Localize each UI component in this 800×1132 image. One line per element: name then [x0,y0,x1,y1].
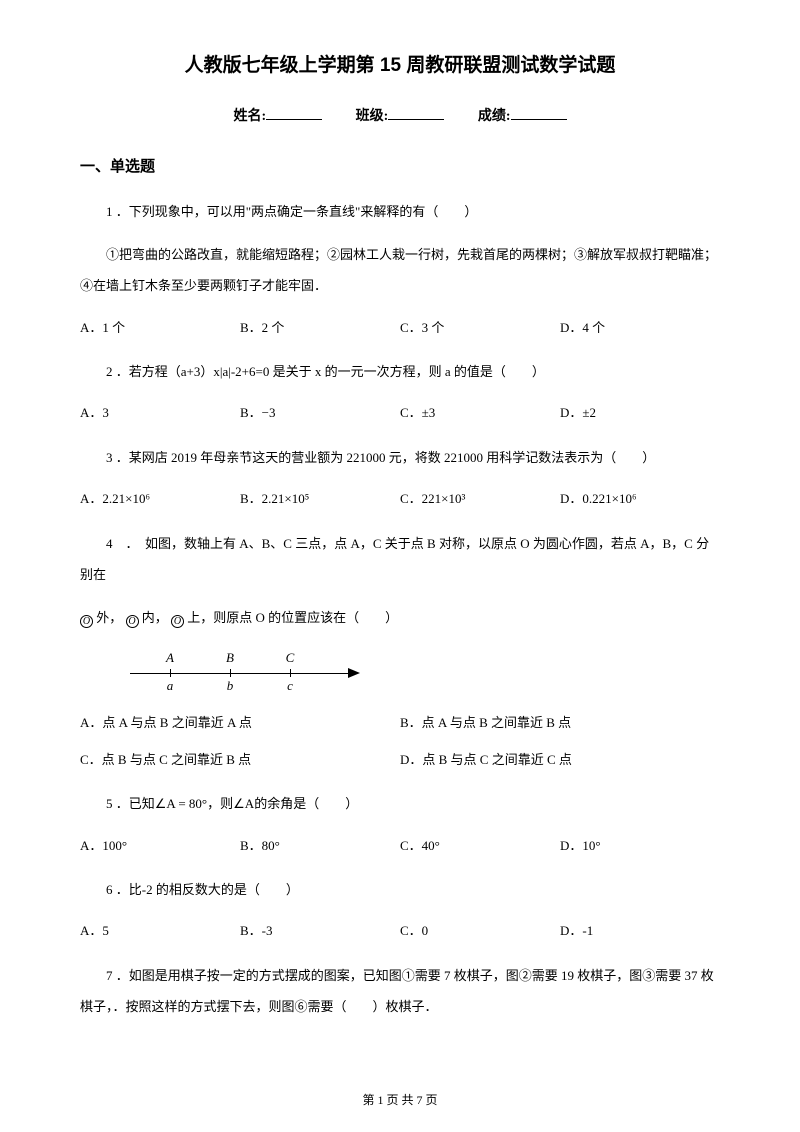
label-a: a [167,678,174,694]
score-label: 成绩: [478,109,511,124]
q4-opt-a: A．点 A 与点 B 之间靠近 A 点 [80,709,400,738]
q7-stem: 7 ．如图是用棋子按一定的方式摆成的图案，已知图①需要 7 枚棋子，图②需要 1… [80,960,720,1022]
q2-stem: 2 ．若方程（a+3）x|a|-2+6=0 是关于 x 的一元一次方程，则 a … [80,356,720,387]
q3-opt-a: A．2.21×10⁶ [80,485,240,514]
q6-options: A．5 B．-3 C．0 D．-1 [80,917,720,946]
circle-o-icon: O [126,615,139,628]
q2-opt-b: B．−3 [240,399,400,428]
score-blank [511,119,567,120]
q5-math1: ∠A = 80° [155,796,207,811]
q4-stem-line2: O 外， O 内， O 上，则原点 O 的位置应该在（ ） [80,602,720,633]
q6-opt-c: C．0 [400,917,560,946]
q4-on: 上，则原点 O 的位置应该在 [187,610,346,625]
q1-stem: 1 ．下列现象中，可以用"两点确定一条直线"来解释的有（ ） [80,196,720,227]
q4-inside: 内， [142,610,168,625]
q3-opt-d: D．0.221×10⁶ [560,485,720,514]
q5-mid: ，则 [207,796,233,811]
number-line-axis [130,673,350,674]
label-B: B [226,650,234,666]
circle-o-icon: O [171,615,184,628]
tick-a [170,669,171,677]
class-blank [388,119,444,120]
tick-c [290,669,291,677]
q2-opt-c: C．±3 [400,399,560,428]
circle-o-icon: O [80,615,93,628]
q3-stem: 3 ．某网店 2019 年母亲节这天的营业额为 221000 元，将数 2210… [80,442,720,473]
label-A: A [166,650,174,666]
q4-options: A．点 A 与点 B 之间靠近 A 点 B．点 A 与点 B 之间靠近 B 点 … [80,709,720,774]
name-blank [266,119,322,120]
q5-end: 的余角是（ ） [254,796,358,811]
q5-opt-a: A．100° [80,832,240,861]
q1-opt-a: A．1 个 [80,314,240,343]
label-C: C [286,650,295,666]
q6-stem: 6 ．比-2 的相反数大的是（ ） [80,874,720,905]
q4-opt-d: D．点 B 与点 C 之间靠近 C 点 [400,746,720,775]
q2-options: A．3 B．−3 C．±3 D．±2 [80,399,720,428]
page-footer: 第 1 页 共 7 页 [0,1091,800,1108]
exam-title: 人教版七年级上学期第 15 周教研联盟测试数学试题 [80,50,720,77]
q2-opt-d: D．±2 [560,399,720,428]
q6-opt-b: B．-3 [240,917,400,946]
label-b: b [227,678,234,694]
q5-math2: ∠A [233,796,254,811]
q1-opt-d: D．4 个 [560,314,720,343]
q1-opt-c: C．3 个 [400,314,560,343]
name-label: 姓名: [233,109,266,124]
q2-opt-a: A．3 [80,399,240,428]
q4-stem-line1: 4 ． 如图，数轴上有 A、B、C 三点，点 A，C 关于点 B 对称，以原点 … [80,528,720,590]
q5-options: A．100° B．80° C．40° D．10° [80,832,720,861]
q4-outside: 外， [96,610,122,625]
q5-opt-b: B．80° [240,832,400,861]
arrow-right-icon [348,668,360,678]
q4-number-line-diagram: A B C a b c [120,645,720,695]
q1-context: ①把弯曲的公路改直，就能缩短路程；②园林工人栽一行树，先栽首尾的两棵树；③解放军… [80,239,720,301]
q4-opt-b: B．点 A 与点 B 之间靠近 B 点 [400,709,720,738]
q5-stem: 5 ．已知∠A = 80°，则∠A的余角是（ ） [80,788,720,819]
section-1-header: 一、单选题 [80,155,720,176]
q6-opt-d: D．-1 [560,917,720,946]
q3-opt-c: C．221×10³ [400,485,560,514]
q1-opt-b: B．2 个 [240,314,400,343]
q1-options: A．1 个 B．2 个 C．3 个 D．4 个 [80,314,720,343]
q5-opt-c: C．40° [400,832,560,861]
q6-opt-a: A．5 [80,917,240,946]
q3-options: A．2.21×10⁶ B．2.21×10⁵ C．221×10³ D．0.221×… [80,485,720,514]
q5-prefix: 5 ．已知 [106,796,155,811]
tick-b [230,669,231,677]
class-label: 班级: [356,109,389,124]
q5-opt-d: D．10° [560,832,720,861]
q4-paren: （ ） [346,610,398,625]
q3-opt-b: B．2.21×10⁵ [240,485,400,514]
student-info-line: 姓名: 班级: 成绩: [80,105,720,125]
label-c: c [287,678,293,694]
q4-opt-c: C．点 B 与点 C 之间靠近 B 点 [80,746,400,775]
